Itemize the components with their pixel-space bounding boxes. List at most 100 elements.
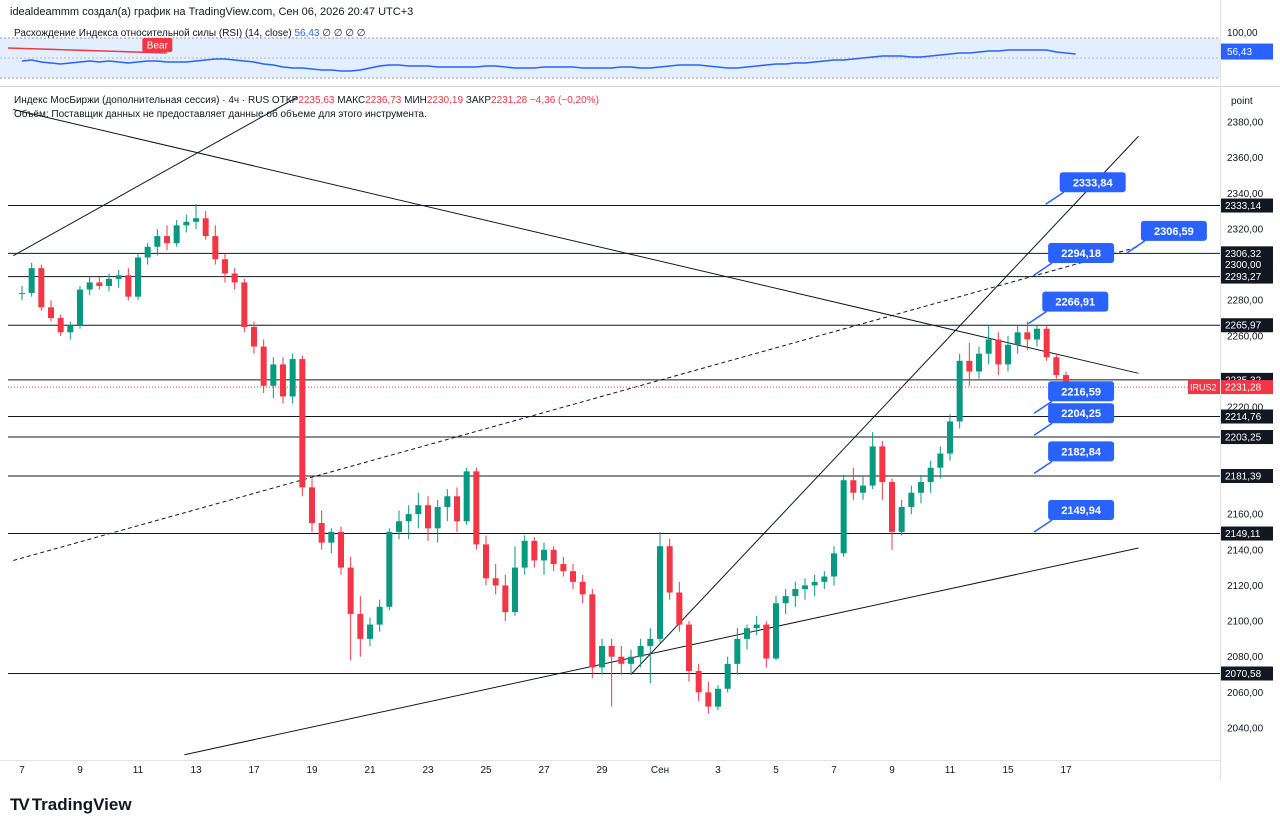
candle-body <box>811 581 818 586</box>
change-value: −4,36 (−0,20%) <box>529 95 599 106</box>
rsi-legend[interactable]: Расхождение Индекса относительной силы (… <box>14 28 365 39</box>
callout-box-4[interactable] <box>1048 381 1115 402</box>
candle-body <box>831 553 837 577</box>
candle-body <box>860 485 866 493</box>
candle-body <box>763 624 770 659</box>
candle-body <box>792 588 799 597</box>
candle-body <box>328 531 335 543</box>
candle-body <box>628 656 634 664</box>
candle-body <box>463 471 470 522</box>
candle-body <box>115 275 122 279</box>
level-axis-label-10: 2300,00 <box>1225 260 1262 271</box>
candle-body <box>502 585 509 613</box>
callout-pointer-0 <box>1045 191 1065 205</box>
level-axis-label-2: 2293,27 <box>1225 272 1262 283</box>
candle-body <box>415 505 422 515</box>
callout-box-2[interactable] <box>1048 242 1115 263</box>
candle-body <box>802 585 808 589</box>
ticker-badge <box>1188 380 1220 395</box>
candle-body <box>734 638 741 664</box>
callout-box-1[interactable] <box>1140 220 1207 241</box>
callout-pointer-2 <box>1033 262 1053 276</box>
bear-label-box <box>142 38 173 52</box>
high-label: МАКС <box>337 95 366 106</box>
callout-box-3[interactable] <box>1042 291 1109 312</box>
candle-body <box>318 523 325 543</box>
candle-body <box>289 359 296 397</box>
author-line: idealdeammm создал(а) график на TradingV… <box>10 6 414 18</box>
candle-body <box>396 521 402 532</box>
trend-line-4[interactable] <box>13 246 1139 561</box>
candle-body <box>347 567 354 614</box>
price-tick-8: 2160,00 <box>1227 510 1264 521</box>
candle-body <box>589 594 596 668</box>
trend-line-2[interactable] <box>184 547 1139 756</box>
candle-body <box>57 318 64 333</box>
rsi-bear-divergence <box>7 47 168 54</box>
candle-body <box>154 236 161 247</box>
price-tick-10: 2120,00 <box>1227 581 1264 592</box>
candle-body <box>1005 344 1011 365</box>
candle-body <box>1053 357 1060 376</box>
ohlc-legend[interactable]: Индекс МосБиржи (дополнительная сессия) … <box>14 95 599 106</box>
callout-box-5[interactable] <box>1048 403 1115 424</box>
open-value: 2235,63 <box>298 95 335 106</box>
candle-body <box>144 246 151 258</box>
candle-body <box>434 506 441 529</box>
candle-body <box>193 218 199 222</box>
candle-body <box>251 326 257 347</box>
candle-body <box>357 613 364 639</box>
candle-body <box>1024 332 1031 340</box>
candle-body <box>222 259 228 274</box>
callout-box-0[interactable] <box>1059 172 1126 193</box>
candle-body <box>753 624 760 629</box>
callout-pointer-3 <box>1027 310 1047 325</box>
candle-body <box>425 505 431 529</box>
candle-body <box>898 506 905 532</box>
candle-body <box>270 364 277 386</box>
level-axis-box-5 <box>1221 409 1273 424</box>
candle-body <box>724 663 731 689</box>
candle-body <box>212 236 219 260</box>
candle-body <box>647 638 654 647</box>
candle-body <box>608 646 615 657</box>
candle-body <box>512 567 518 613</box>
rsi-axis-value-box <box>1221 43 1273 60</box>
time-tick-4: 17 <box>248 765 260 776</box>
time-tick-6: 21 <box>364 765 376 776</box>
level-axis-label-7: 2181,39 <box>1225 471 1262 482</box>
candle-body <box>309 487 315 524</box>
callout-box-6[interactable] <box>1048 441 1115 462</box>
candle-body <box>666 546 673 593</box>
price-axis-unit: point <box>1231 96 1253 107</box>
price-tick-9: 2140,00 <box>1227 545 1264 556</box>
candle-body <box>618 656 625 664</box>
candle-body <box>966 360 973 372</box>
time-tick-5: 19 <box>306 765 318 776</box>
candle-body <box>260 346 267 386</box>
candle-body <box>241 282 248 327</box>
callout-label-4: 2216,59 <box>1061 386 1101 398</box>
time-tick-14: 7 <box>831 765 837 776</box>
tradingview-logo[interactable]: TV TradingView <box>10 795 132 815</box>
callout-label-5: 2204,25 <box>1061 408 1101 420</box>
candle-body <box>483 544 489 579</box>
candle-body <box>164 236 170 244</box>
candle-body <box>956 360 963 422</box>
trend-line-3[interactable] <box>630 135 1139 675</box>
callout-box-7[interactable] <box>1048 500 1115 521</box>
trend-line-0[interactable] <box>13 96 298 257</box>
trend-line-1[interactable] <box>13 109 1139 374</box>
candle-body <box>850 480 857 493</box>
rsi-value: 56,43 <box>294 28 320 39</box>
candle-body <box>96 282 103 286</box>
rsi-line <box>21 49 1076 72</box>
volume-note: Объём: Поставщик данных не предоставляет… <box>14 109 427 120</box>
symbol-line: Индекс МосБиржи (дополнительная сессия) … <box>14 95 270 106</box>
time-tick-8: 25 <box>480 765 492 776</box>
candle-body <box>560 564 567 572</box>
bear-label: Bear <box>147 41 169 52</box>
candle-body <box>28 268 35 294</box>
level-axis-box-8 <box>1221 526 1273 541</box>
